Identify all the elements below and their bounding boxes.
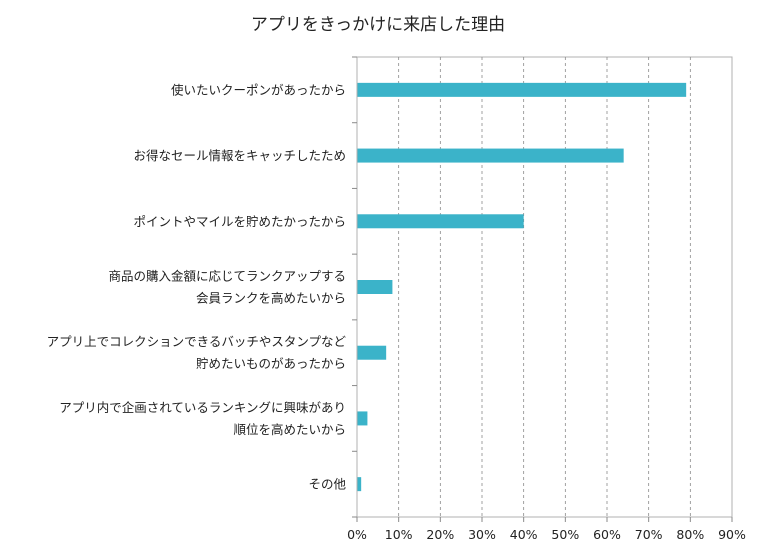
x-tick-label: 40% — [510, 527, 538, 542]
x-tick-label: 80% — [676, 527, 704, 542]
x-tick-label: 0% — [347, 527, 367, 542]
category-label: その他 — [308, 477, 346, 492]
x-tick-label: 70% — [635, 527, 663, 542]
bar — [357, 411, 368, 426]
category-label: アプリ上でコレクションできるバッチやスタンプなど — [47, 334, 347, 349]
category-label: お得なセール情報をキャッチしたため — [133, 148, 346, 163]
category-label: 貯めたいものがあったから — [196, 356, 346, 371]
x-tick-label: 50% — [551, 527, 579, 542]
category-label: 会員ランクを高めたいから — [196, 291, 346, 306]
bar — [357, 477, 362, 492]
plot-frame — [356, 56, 733, 518]
x-tick-label: 60% — [593, 527, 621, 542]
category-label: ポイントやマイルを貯めたかったから — [133, 214, 346, 229]
chart-title: アプリをきっかけに来店した理由 — [251, 15, 505, 35]
bar — [357, 345, 387, 360]
bar — [357, 82, 687, 97]
x-tick-label: 30% — [468, 527, 496, 542]
bar — [357, 148, 624, 163]
category-label: 商品の購入金額に応じてランクアップする — [108, 269, 346, 284]
bar — [357, 280, 393, 294]
category-label: 使いたいクーポンがあったから — [171, 82, 346, 97]
category-label: 順位を高めたいから — [233, 422, 346, 437]
x-tick-label: 20% — [426, 527, 454, 542]
x-tick-label: 90% — [718, 527, 746, 542]
category-label: アプリ内で企画されているランキングに興味があり — [59, 400, 346, 415]
x-tick-label: 10% — [385, 527, 413, 542]
bar — [357, 214, 524, 229]
plot-area: 0% 10% 20% 30% 40% 50% 60% 70% 80% 90% 使いたいクーポンがあっ… — [47, 56, 746, 542]
